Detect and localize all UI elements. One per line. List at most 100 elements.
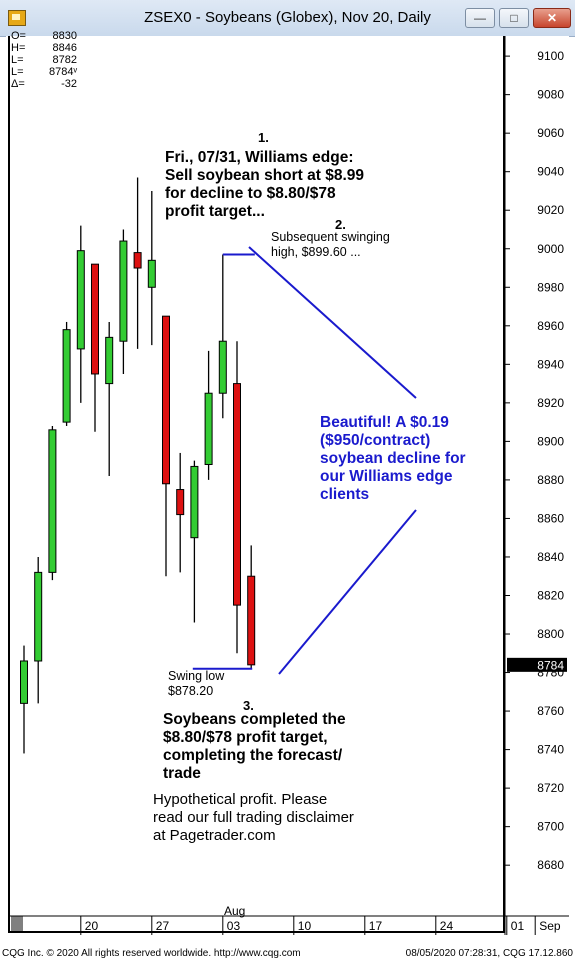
ohlc-row: Δ= -32 (11, 78, 91, 90)
ohlc-readout: O= 8830 H= 8846 L= 8782 L= 8784ᵛ Δ= -32 (11, 30, 91, 90)
ohlc-key: Δ= (11, 78, 25, 90)
candle-body (105, 336, 114, 385)
candle-body (162, 315, 170, 485)
y-tick-label: 8800 (537, 627, 564, 641)
candle-body (147, 259, 156, 288)
window-title: ZSEX0 - Soybeans (Globex), Nov 20, Daily (144, 9, 431, 26)
annotation-2-line: Subsequent swinging (271, 230, 390, 244)
y-tick-label: 8680 (537, 858, 564, 872)
annotation-3-number: 3. (243, 698, 254, 713)
x-tick-label: Sep (539, 919, 561, 933)
x-tick-label: 03 (227, 919, 241, 933)
maximize-icon: □ (510, 11, 518, 25)
annotation-1-line: for decline to $8.80/$78 (165, 185, 336, 202)
annotation-beautiful-line: ($950/contract) (320, 432, 431, 449)
annotation-3-line: $8.80/$78 profit target, (163, 729, 328, 746)
ohlc-row: H= 8846 (11, 42, 91, 54)
candle-body (48, 429, 57, 573)
annotation-1-line: Fri., 07/31, Williams edge: (165, 149, 354, 166)
decline-arrow-upper (248, 246, 417, 399)
footer-timestamp: 08/05/2020 07:28:31, CQG 17.12.860 (405, 948, 573, 959)
ohlc-row: L= 8784ᵛ (11, 66, 91, 78)
candle-body (119, 240, 128, 342)
annotation-3-line: trade (163, 765, 201, 782)
y-tick-label: 9040 (537, 165, 564, 179)
decline-arrow-lower (278, 509, 417, 675)
annotation-beautiful-line: clients (320, 486, 370, 503)
close-button[interactable]: ✕ (533, 8, 571, 28)
candle-body (133, 252, 142, 269)
annotation-3-text: Soybeans completed the $8.80/$78 profit t… (163, 711, 346, 783)
candle-body (34, 571, 43, 662)
chart-area[interactable] (6, 36, 569, 936)
y-tick-label: 9100 (537, 49, 564, 63)
x-tick-label: 24 (440, 919, 454, 933)
candle-body (204, 392, 213, 465)
annotation-1-text: Fri., 07/31, Williams edge: Sell soybean … (165, 149, 364, 221)
annotation-swing-low: Swing low $878.20 (168, 669, 224, 699)
annotation-beautiful-line: Beautiful! A $0.19 (320, 414, 449, 431)
minimize-button[interactable]: — (465, 8, 495, 28)
y-tick-label: 8740 (537, 743, 564, 757)
y-tick-label: 9080 (537, 88, 564, 102)
y-tick-label: 9020 (537, 203, 564, 217)
annotation-beautiful-line: our Williams edge (320, 468, 453, 485)
close-icon: ✕ (546, 11, 558, 25)
x-tick-label: 27 (156, 919, 170, 933)
candle-body (218, 340, 227, 394)
y-axis-panel (507, 36, 569, 916)
y-tick-label: 8820 (537, 588, 564, 602)
status-footer: CQG Inc. © 2020 All rights reserved worl… (0, 945, 575, 962)
y-tick-label: 8840 (537, 550, 564, 564)
ohlc-row: L= 8782 (11, 54, 91, 66)
y-tick-label: 8920 (537, 396, 564, 410)
y-tick-label: 8940 (537, 357, 564, 371)
annotation-disclaimer-line: read our full trading disclaimer (153, 809, 354, 826)
candle-body (233, 383, 241, 606)
annotation-2-number: 2. (335, 217, 346, 232)
ohlc-row: O= 8830 (11, 30, 91, 42)
y-tick-label: 8980 (537, 280, 564, 294)
candle-body (190, 465, 199, 539)
y-tick-label: 8960 (537, 319, 564, 333)
last-price-box (507, 657, 567, 672)
x-month-label: Aug (224, 904, 245, 918)
annotation-disclaimer-line: at Pagetrader.com (153, 827, 276, 844)
annotation-3-line: Soybeans completed the (163, 711, 346, 728)
last-price-label: 8784 (537, 658, 564, 672)
ohlc-value: 8846 (52, 42, 77, 54)
annotation-beautiful-line: soybean decline for (320, 450, 466, 467)
ohlc-value: 8782 (52, 54, 77, 66)
x-tick-label: 20 (85, 919, 99, 933)
annotation-swing-low-line: $878.20 (168, 684, 214, 698)
candle-body (76, 250, 85, 350)
y-tick-label: 8760 (537, 704, 564, 718)
y-tick-label: 9000 (537, 242, 564, 256)
y-tick-label: 8860 (537, 511, 564, 525)
y-tick-label: 8700 (537, 820, 564, 834)
candle-body (247, 575, 256, 666)
y-tick-label: 8880 (537, 473, 564, 487)
x-tick-label: 01 (511, 919, 525, 933)
ohlc-key: L= (11, 54, 24, 66)
window-titlebar: ZSEX0 - Soybeans (Globex), Nov 20, Daily… (0, 0, 575, 37)
annotation-disclaimer-line: Hypothetical profit. Please (153, 791, 328, 808)
annotation-disclaimer: Hypothetical profit. Please read our full… (153, 791, 354, 845)
annotation-swing-low-line: Swing low (168, 669, 225, 683)
annotation-2-text: Subsequent swinging high, $899.60 ... (271, 230, 390, 260)
annotation-1-line: profit target... (165, 203, 265, 220)
candle-body (91, 263, 99, 375)
y-tick-label: 8900 (537, 434, 564, 448)
annotation-2-line: high, $899.60 ... (271, 245, 361, 259)
ohlc-value: 8830 (52, 30, 77, 42)
annotation-1-number: 1. (258, 130, 269, 145)
ohlc-key: H= (11, 42, 26, 54)
candle-body (20, 660, 28, 704)
annotation-1-line: Sell soybean short at $8.99 (165, 167, 365, 184)
x-tick-label: 17 (369, 919, 383, 933)
annotation-3-line: completing the forecast/ (163, 747, 343, 764)
ohlc-value: 8784ᵛ (48, 66, 77, 78)
maximize-button[interactable]: □ (499, 8, 529, 28)
y-tick-label: 8720 (537, 781, 564, 795)
